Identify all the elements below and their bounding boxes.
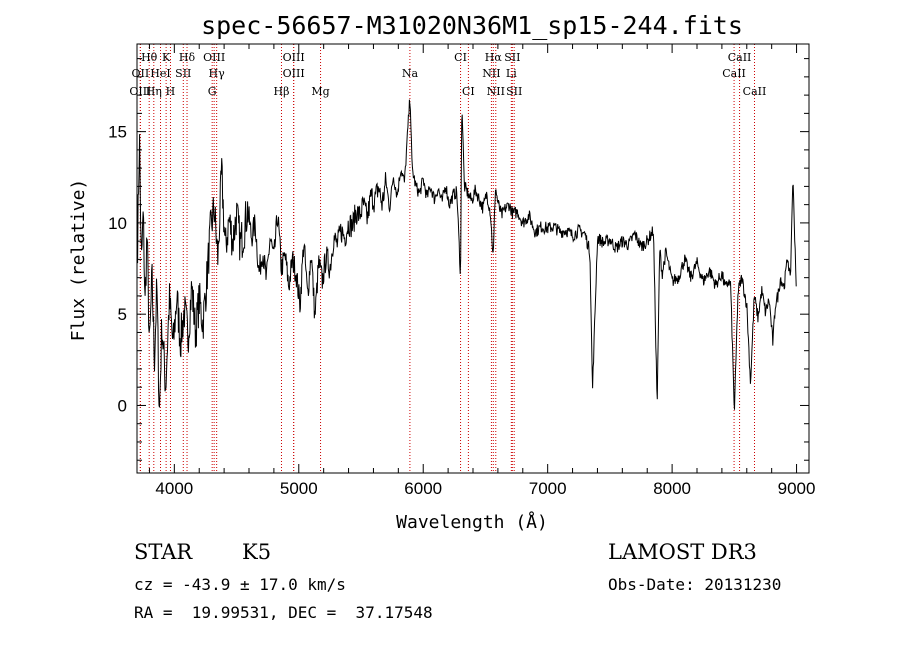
- coordinates: RA = 19.99531, DEC = 37.17548: [134, 603, 433, 622]
- x-tick-label: 6000: [404, 479, 442, 498]
- x-tick-label: 8000: [653, 479, 691, 498]
- y-axis-ticks: 0 5 10 15: [108, 58, 809, 461]
- spectral-line-label: CaII: [743, 85, 767, 98]
- spectral-line-label: Hα: [485, 51, 503, 64]
- spectral-line-label: HeI: [150, 67, 170, 80]
- spectral-line-label: Li: [506, 67, 517, 80]
- spectral-line-labels: Hθ OII OIII K Hη HeI H SII Hδ OIII Hγ G OIII OIII Hβ Mg…: [129, 51, 766, 98]
- redshift-velocity: cz = -43.9 ± 17.0 km/s: [134, 575, 346, 594]
- spectrum-line: [137, 99, 797, 410]
- x-tick-label: 5000: [280, 479, 318, 498]
- spectral-line-label: OIII: [129, 85, 151, 98]
- y-tick-label: 10: [108, 214, 127, 233]
- spectral-line-label: Na: [402, 67, 419, 80]
- spectral-line-label: OII: [132, 67, 150, 80]
- x-axis-label: Wavelength (Å): [396, 511, 548, 533]
- x-axis-ticks: 4000 5000 6000 7000 8000 9000: [148, 44, 816, 498]
- spectral-line-label: H: [166, 85, 176, 98]
- spectral-line-label: SII: [504, 51, 520, 64]
- object-subclass: K5: [242, 540, 272, 564]
- spectral-line-label: Mg: [311, 85, 329, 98]
- y-tick-label: 0: [118, 396, 127, 415]
- spectral-line-label: NII: [487, 85, 505, 98]
- x-tick-label: 9000: [778, 479, 816, 498]
- spectral-line-markers: [139, 44, 755, 473]
- spectral-line-label: NII: [482, 67, 500, 80]
- spectral-line-label: OIII: [283, 67, 305, 80]
- spectrum: [137, 99, 797, 410]
- spectral-line-label: Hθ: [141, 51, 158, 64]
- spectral-line-label: Hδ: [179, 51, 196, 64]
- spectral-line-label: CI: [454, 51, 467, 64]
- spectral-line-label: CI: [462, 85, 475, 98]
- spectral-line-label: OIII: [203, 51, 225, 64]
- plot-frame: [136, 43, 810, 474]
- spectral-line-label: SII: [175, 67, 191, 80]
- y-tick-label: 15: [108, 123, 127, 142]
- spectral-line-label: Hγ: [209, 67, 226, 80]
- x-tick-label: 7000: [529, 479, 567, 498]
- observation-date: Obs-Date: 20131230: [608, 575, 782, 594]
- spectral-line-label: OIII: [283, 51, 305, 64]
- x-tick-label: 4000: [155, 479, 193, 498]
- spectral-line-label: Hη: [146, 85, 162, 98]
- spectral-line-label: CaII: [728, 51, 752, 64]
- y-tick-label: 5: [118, 305, 127, 324]
- chart-title: spec-56657-M31020N36M1_sp15-244.fits: [201, 11, 743, 40]
- spectral-line-label: K: [162, 51, 171, 64]
- spectral-line-label: Hβ: [274, 85, 290, 98]
- survey-name: LAMOST DR3: [608, 540, 757, 564]
- y-axis-label: Flux (relative): [68, 179, 89, 342]
- object-class: STAR: [134, 540, 193, 564]
- spectral-line-label: CaII: [722, 67, 746, 80]
- spectral-line-label: SII: [506, 85, 522, 98]
- spectral-line-label: G: [208, 85, 217, 98]
